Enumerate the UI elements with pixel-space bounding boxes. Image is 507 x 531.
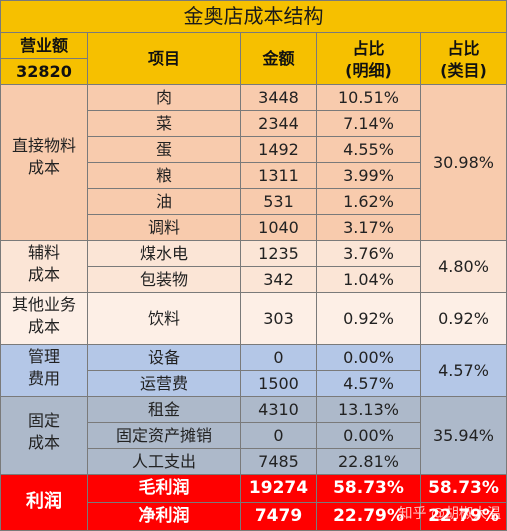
row-pct: 0.00% — [317, 345, 421, 371]
row-pct: 0.00% — [317, 423, 421, 449]
row-item: 设备 — [88, 345, 241, 371]
row-pct: 7.14% — [317, 111, 421, 137]
row-pct: 22.79% — [317, 503, 421, 531]
row-pct: 4.57% — [317, 371, 421, 397]
group-aux-share: 4.80% — [421, 241, 507, 293]
header-detail-line2: (明细) — [345, 60, 392, 80]
group-management: 管理 费用 — [0, 345, 88, 397]
row-amount: 303 — [241, 293, 317, 345]
row-pct: 3.76% — [317, 241, 421, 267]
row-amount: 3448 — [241, 85, 317, 111]
row-amount: 1040 — [241, 215, 317, 241]
row-pct: 58.73% — [317, 475, 421, 503]
group-other-line1: 其他业务 — [11, 295, 76, 314]
row-amount: 531 — [241, 189, 317, 215]
row-item: 饮料 — [88, 293, 241, 345]
row-pct: 22.81% — [317, 449, 421, 475]
row-pct: 3.99% — [317, 163, 421, 189]
group-fixed-share: 35.94% — [421, 397, 507, 475]
row-item: 菜 — [88, 111, 241, 137]
row-amount: 1500 — [241, 371, 317, 397]
row-amount: 4310 — [241, 397, 317, 423]
row-amount: 0 — [241, 345, 317, 371]
row-item: 净利润 — [88, 503, 241, 531]
group-fixed: 固定 成本 — [0, 397, 88, 475]
group-profit: 利润 — [0, 475, 88, 531]
header-category-line1: 占比 — [447, 39, 480, 58]
header-detail-share: 占比 (明细) — [317, 33, 421, 85]
row-cat-share: 58.73% — [421, 475, 507, 503]
row-amount: 342 — [241, 267, 317, 293]
row-item: 租金 — [88, 397, 241, 423]
row-pct: 4.55% — [317, 137, 421, 163]
row-amount: 1235 — [241, 241, 317, 267]
group-aux-line2: 成本 — [27, 264, 60, 284]
group-other-line2: 成本 — [27, 316, 60, 336]
header-category-line2: (类目) — [440, 60, 487, 80]
group-other-business: 其他业务 成本 — [0, 293, 88, 345]
group-aux-line1: 辅料 — [27, 243, 60, 262]
row-amount: 1311 — [241, 163, 317, 189]
group-fixed-line1: 固定 — [27, 411, 60, 430]
table-title: 金奥店成本结构 — [0, 0, 507, 33]
group-direct-materials: 直接物料 成本 — [0, 85, 88, 241]
row-item: 调料 — [88, 215, 241, 241]
row-amount: 7485 — [241, 449, 317, 475]
header-amount: 金额 — [241, 33, 317, 85]
row-item: 煤水电 — [88, 241, 241, 267]
row-item: 运营费 — [88, 371, 241, 397]
row-item: 毛利润 — [88, 475, 241, 503]
row-cat-share: 22.79% — [421, 503, 507, 531]
row-pct: 3.17% — [317, 215, 421, 241]
row-item: 包装物 — [88, 267, 241, 293]
row-amount: 7479 — [241, 503, 317, 531]
row-amount: 1492 — [241, 137, 317, 163]
row-pct: 1.62% — [317, 189, 421, 215]
header-detail-line1: 占比 — [352, 39, 385, 58]
group-direct-line1: 直接物料 — [11, 136, 76, 155]
group-direct-line2: 成本 — [27, 157, 60, 177]
row-item: 人工支出 — [88, 449, 241, 475]
group-mgmt-share: 4.57% — [421, 345, 507, 397]
row-amount: 19274 — [241, 475, 317, 503]
header-item: 项目 — [88, 33, 241, 85]
row-item: 蛋 — [88, 137, 241, 163]
row-pct: 1.04% — [317, 267, 421, 293]
group-other-share: 0.92% — [421, 293, 507, 345]
header-category-share: 占比 (类目) — [421, 33, 507, 85]
row-item: 肉 — [88, 85, 241, 111]
row-amount: 2344 — [241, 111, 317, 137]
group-mgmt-line2: 费用 — [27, 368, 60, 388]
group-auxiliary: 辅料 成本 — [0, 241, 88, 293]
row-amount: 0 — [241, 423, 317, 449]
row-pct: 10.51% — [317, 85, 421, 111]
group-mgmt-line1: 管理 — [27, 347, 60, 366]
revenue-value: 32820 — [0, 59, 88, 85]
row-item: 油 — [88, 189, 241, 215]
row-pct: 0.92% — [317, 293, 421, 345]
group-fixed-line2: 成本 — [27, 432, 60, 452]
group-direct-share: 30.98% — [421, 85, 507, 241]
row-item: 粮 — [88, 163, 241, 189]
row-pct: 13.13% — [317, 397, 421, 423]
row-item: 固定资产摊销 — [88, 423, 241, 449]
revenue-label: 营业额 — [0, 33, 88, 59]
